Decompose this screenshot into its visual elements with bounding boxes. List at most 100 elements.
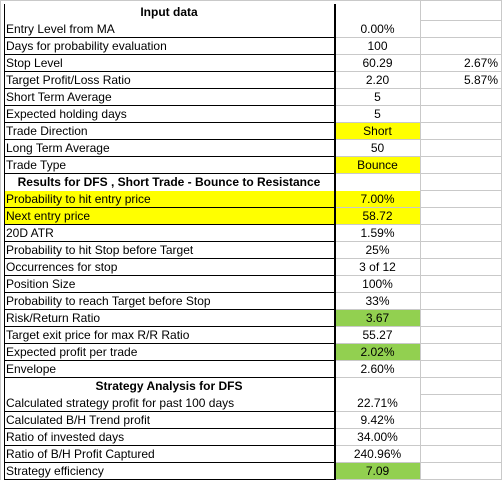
empty-extra-cell[interactable] (420, 446, 502, 463)
gridline (420, 394, 502, 395)
row-value-probability-to-hit-entry-price[interactable]: 7.00% (335, 191, 420, 208)
row-label-calculated-b-h-trend-profit[interactable]: Calculated B/H Trend profit (4, 412, 335, 429)
row-extra-stop-level[interactable]: 2.67% (463, 56, 498, 70)
row-label-days-for-probability-evaluation[interactable]: Days for probability evaluation (4, 38, 335, 55)
row-value-probability-to-reach-target-before-stop[interactable]: 33% (365, 294, 390, 308)
empty-extra-cell[interactable] (420, 21, 502, 38)
empty-extra-cell[interactable] (420, 327, 502, 344)
row-value-target-exit-price-for-max-r-r-ratio[interactable]: 55.27 (362, 328, 393, 342)
row-label-probability-to-reach-target-before-stop[interactable]: Probability to reach Target before Stop (4, 293, 335, 310)
gridline (335, 88, 502, 89)
empty-extra-cell[interactable] (420, 208, 502, 225)
row-value-expected-holding-days[interactable]: 5 (374, 107, 381, 121)
row-divider (4, 428, 335, 429)
empty-extra-cell[interactable] (420, 89, 502, 106)
row-label-risk-return-ratio[interactable]: Risk/Return Ratio (4, 310, 335, 327)
empty-extra-cell[interactable] (420, 293, 502, 310)
section-header: Input data (4, 4, 335, 21)
row-label-entry-level-from-ma[interactable]: Entry Level from MA (4, 21, 335, 38)
empty-value-cell[interactable] (335, 378, 420, 395)
empty-extra-cell[interactable] (420, 191, 502, 208)
empty-extra-cell[interactable] (420, 344, 502, 361)
row-divider (4, 275, 335, 276)
row-value-risk-return-ratio[interactable]: 3.67 (335, 310, 420, 327)
empty-extra-cell[interactable] (420, 310, 502, 327)
gridline (335, 139, 502, 140)
empty-extra-cell[interactable] (420, 259, 502, 276)
row-label-envelope[interactable]: Envelope (4, 361, 335, 378)
row-value-ratio-of-invested-days[interactable]: 34.00% (357, 430, 398, 444)
empty-extra-cell[interactable] (420, 106, 502, 123)
row-value-long-term-average[interactable]: 50 (370, 141, 385, 155)
row-label-20d-atr[interactable]: 20D ATR (4, 225, 335, 242)
row-value-stop-level[interactable]: 60.29 (362, 56, 393, 70)
row-value-occurrences-for-stop[interactable]: 3 of 12 (359, 260, 396, 274)
row-label-next-entry-price[interactable]: Next entry price (4, 208, 335, 225)
row-value-calculated-strategy-profit-for-past-100-days[interactable]: 22.71% (357, 396, 398, 410)
row-value-position-size[interactable]: 100% (362, 277, 393, 291)
row-label-ratio-of-invested-days[interactable]: Ratio of invested days (4, 429, 335, 446)
row-label-occurrences-for-stop[interactable]: Occurrences for stop (4, 259, 335, 276)
table-left-border (4, 4, 5, 480)
gridline (0, 0, 502, 1)
row-divider (4, 54, 335, 55)
row-value-days-for-probability-evaluation[interactable]: 100 (367, 39, 388, 53)
row-value-trade-direction[interactable]: Short (335, 123, 420, 140)
row-value-envelope[interactable]: 2.60% (360, 362, 395, 376)
row-label-position-size[interactable]: Position Size (4, 276, 335, 293)
row-label-trade-direction[interactable]: Trade Direction (4, 123, 335, 140)
gridline (335, 462, 502, 463)
row-label-calculated-strategy-profit-for-past-100-days[interactable]: Calculated strategy profit for past 100 … (4, 395, 335, 412)
empty-extra-cell[interactable] (420, 378, 502, 395)
row-value-short-term-average[interactable]: 5 (374, 90, 381, 104)
row-label-short-term-average[interactable]: Short Term Average (4, 89, 335, 106)
gridline (335, 224, 502, 225)
gridline (335, 122, 502, 123)
row-label-expected-holding-days[interactable]: Expected holding days (4, 106, 335, 123)
row-label-probability-to-hit-stop-before-target[interactable]: Probability to hit Stop before Target (4, 242, 335, 259)
gridline (335, 54, 502, 55)
empty-extra-cell[interactable] (420, 4, 502, 21)
row-value-20d-atr[interactable]: 1.59% (360, 226, 395, 240)
row-label-ratio-of-b-h-profit-captured[interactable]: Ratio of B/H Profit Captured (4, 446, 335, 463)
row-divider (4, 173, 335, 174)
empty-extra-cell[interactable] (420, 463, 502, 480)
empty-extra-cell[interactable] (420, 174, 502, 191)
empty-extra-cell[interactable] (420, 429, 502, 446)
row-value-calculated-b-h-trend-profit[interactable]: 9.42% (360, 413, 395, 427)
empty-extra-cell[interactable] (420, 412, 502, 429)
row-label-target-profit-loss-ratio[interactable]: Target Profit/Loss Ratio (4, 72, 335, 89)
row-label-long-term-average[interactable]: Long Term Average (4, 140, 335, 157)
row-value-strategy-efficiency[interactable]: 7.09 (335, 463, 420, 480)
row-value-probability-to-hit-stop-before-target[interactable]: 25% (365, 243, 390, 257)
empty-extra-cell[interactable] (420, 140, 502, 157)
row-divider (4, 360, 335, 361)
empty-value-cell[interactable] (335, 4, 420, 21)
gridline (335, 445, 502, 446)
row-label-target-exit-price-for-max-r-r-ratio[interactable]: Target exit price for max R/R Ratio (4, 327, 335, 344)
empty-extra-cell[interactable] (420, 225, 502, 242)
gridline (335, 207, 502, 208)
empty-extra-cell[interactable] (420, 242, 502, 259)
row-label-expected-profit-per-trade[interactable]: Expected profit per trade (4, 344, 335, 361)
empty-extra-cell[interactable] (420, 361, 502, 378)
row-value-entry-level-from-ma[interactable]: 0.00% (360, 22, 395, 36)
empty-extra-cell[interactable] (420, 276, 502, 293)
row-value-next-entry-price[interactable]: 58.72 (335, 208, 420, 225)
empty-extra-cell[interactable] (420, 38, 502, 55)
row-value-ratio-of-b-h-profit-captured[interactable]: 240.96% (353, 447, 402, 461)
row-label-probability-to-hit-entry-price[interactable]: Probability to hit entry price (4, 191, 335, 208)
row-label-trade-type[interactable]: Trade Type (4, 157, 335, 174)
row-value-expected-profit-per-trade[interactable]: 2.02% (335, 344, 420, 361)
row-value-trade-type[interactable]: Bounce (335, 157, 420, 174)
empty-extra-cell[interactable] (420, 395, 502, 412)
row-divider (4, 71, 335, 72)
row-label-stop-level[interactable]: Stop Level (4, 55, 335, 72)
row-value-target-profit-loss-ratio[interactable]: 2.20 (365, 73, 390, 87)
empty-extra-cell[interactable] (420, 123, 502, 140)
empty-value-cell[interactable] (335, 174, 420, 191)
empty-extra-cell[interactable] (420, 157, 502, 174)
row-divider (4, 326, 335, 327)
row-extra-target-profit-loss-ratio[interactable]: 5.87% (463, 73, 498, 87)
row-label-strategy-efficiency[interactable]: Strategy efficiency (4, 463, 335, 480)
